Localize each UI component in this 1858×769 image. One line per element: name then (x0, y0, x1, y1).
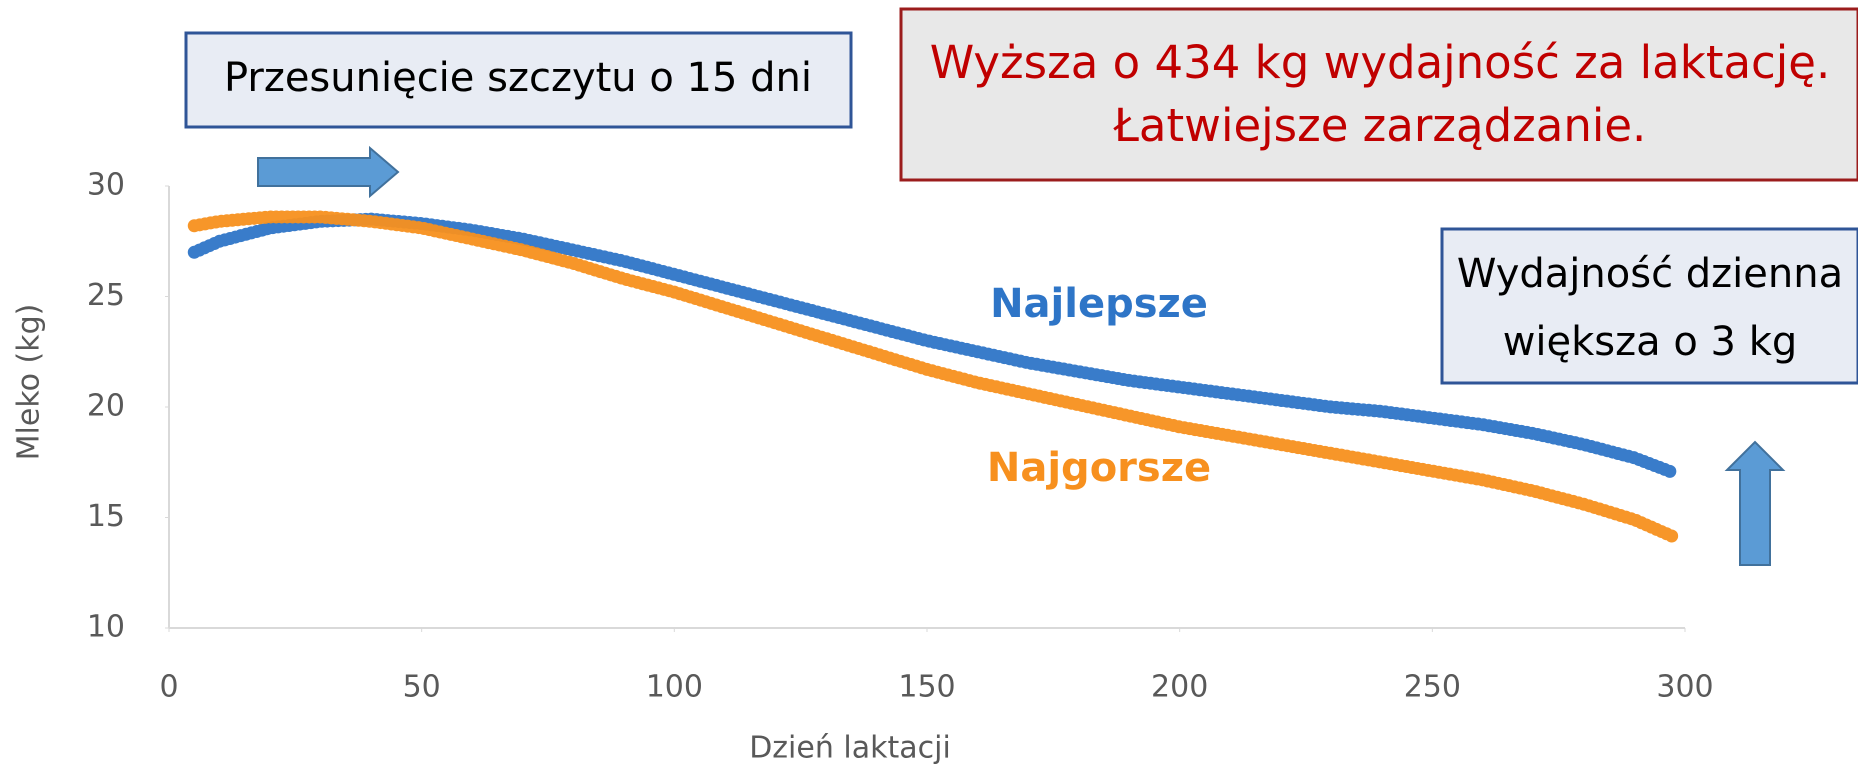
series-label: Najgorsze (987, 445, 1211, 491)
arrow-right (257, 145, 400, 199)
x-axis-title: Dzień laktacji (749, 731, 951, 766)
arrow-up (1724, 440, 1786, 566)
annotation-text: Wydajność dzienna (1457, 251, 1843, 297)
annotation-text: Wyższa o 434 kg wydajność za laktację. (930, 36, 1831, 89)
annotation-box (1440, 227, 1858, 385)
annotation-box (184, 31, 853, 129)
y-tick-label: 20 (87, 389, 125, 424)
x-tick-label: 50 (403, 670, 441, 705)
y-tick-label: 10 (87, 610, 125, 645)
x-tick-label: 250 (1404, 670, 1461, 705)
x-tick-label: 0 (159, 670, 178, 705)
y-tick-label: 25 (87, 278, 125, 313)
x-tick-label: 200 (1151, 670, 1208, 705)
y-tick-label: 30 (87, 168, 125, 203)
annotation-text: większa o 3 kg (1503, 319, 1798, 365)
annotation-box (899, 7, 1858, 182)
x-tick-label: 100 (646, 670, 703, 705)
series-line (187, 210, 1682, 544)
x-tick-label: 300 (1656, 670, 1713, 705)
annotation-text: Przesunięcie szczytu o 15 dni (224, 55, 812, 101)
series-label: Najlepsze (990, 281, 1208, 327)
annotation-text: Łatwiejsze zarządzanie. (1113, 99, 1647, 152)
y-tick-label: 15 (87, 499, 125, 534)
x-tick-label: 150 (898, 670, 955, 705)
y-axis-title: Mleko (kg) (12, 304, 47, 461)
